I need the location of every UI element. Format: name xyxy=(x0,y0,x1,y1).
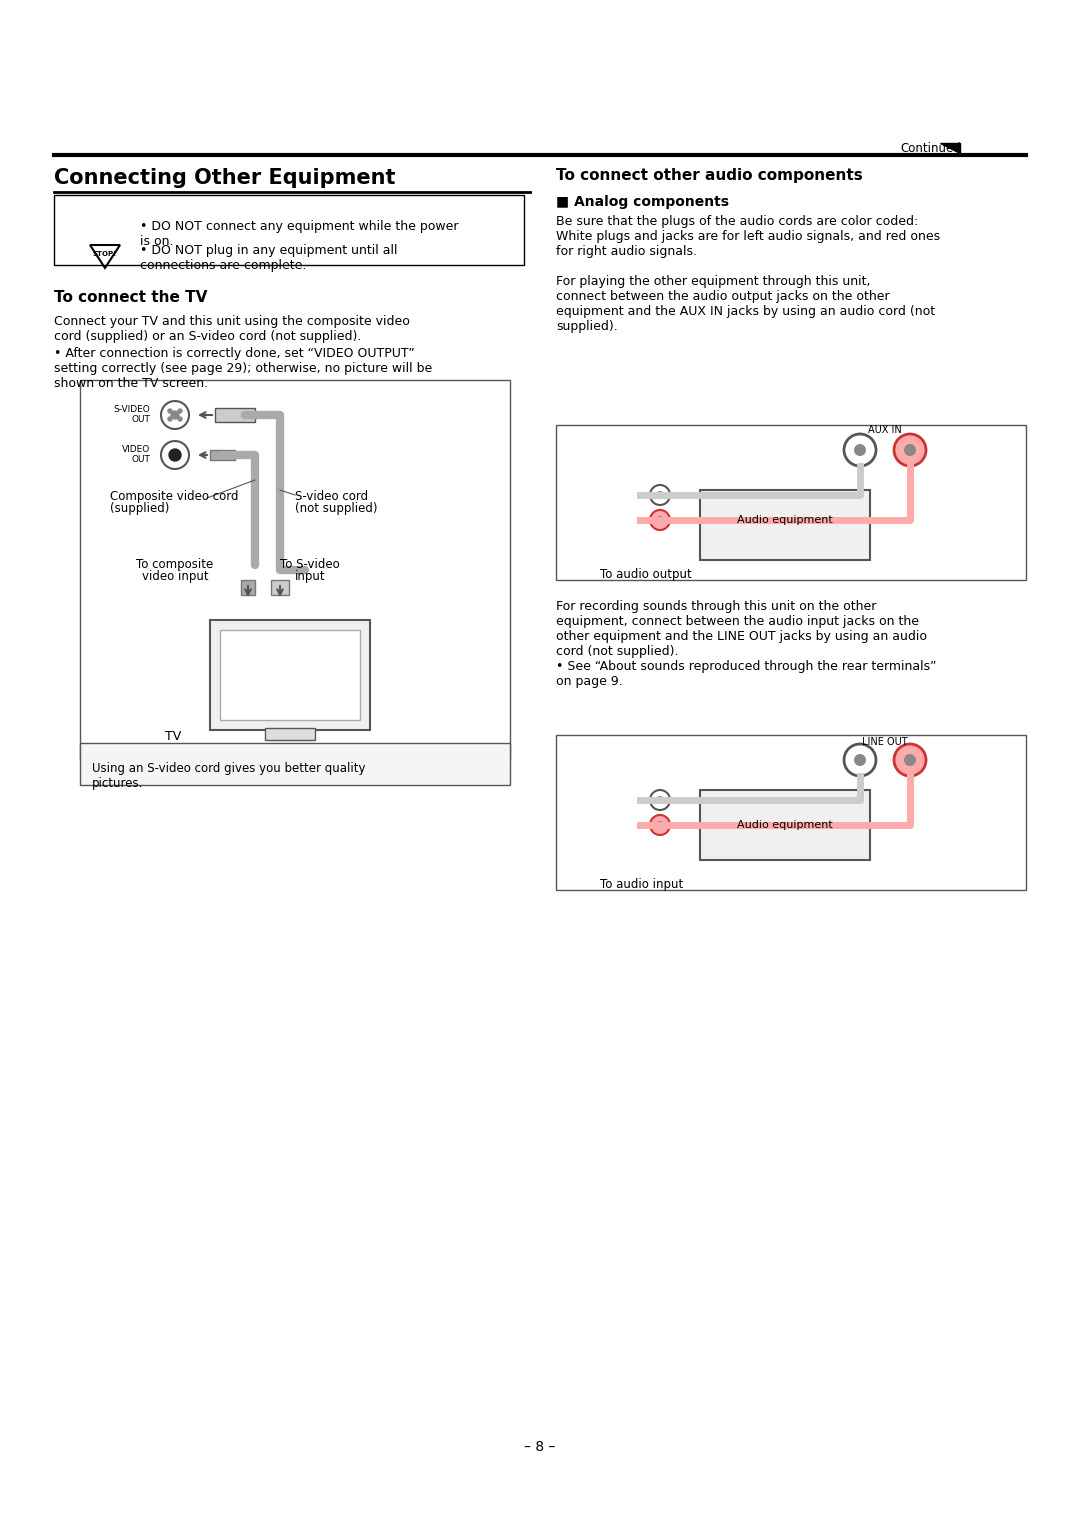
Circle shape xyxy=(168,417,172,420)
Text: (not supplied): (not supplied) xyxy=(295,502,378,515)
Bar xyxy=(700,790,870,859)
Circle shape xyxy=(650,790,670,810)
Text: OUT: OUT xyxy=(131,414,150,424)
Circle shape xyxy=(168,450,181,462)
Bar xyxy=(265,728,315,740)
Text: LINE OUT: LINE OUT xyxy=(862,737,908,748)
Circle shape xyxy=(904,754,916,766)
Circle shape xyxy=(894,745,926,777)
Circle shape xyxy=(168,408,172,413)
FancyBboxPatch shape xyxy=(54,196,524,265)
Bar xyxy=(210,450,235,460)
Bar xyxy=(700,489,870,560)
Circle shape xyxy=(843,745,876,777)
Circle shape xyxy=(656,797,664,804)
Text: To S-video: To S-video xyxy=(280,558,340,570)
Text: OUT: OUT xyxy=(131,456,150,463)
Text: • After connection is correctly done, set “VIDEO OUTPUT”
setting correctly (see : • After connection is correctly done, se… xyxy=(54,347,432,390)
Text: (supplied): (supplied) xyxy=(110,502,170,515)
Circle shape xyxy=(656,821,664,829)
Bar xyxy=(241,579,255,595)
Text: Audio equipment: Audio equipment xyxy=(738,820,833,830)
Circle shape xyxy=(904,443,916,456)
Text: To connect the TV: To connect the TV xyxy=(54,291,207,304)
Circle shape xyxy=(656,515,664,524)
Text: video input: video input xyxy=(141,570,208,583)
Text: Connect your TV and this unit using the composite video
cord (supplied) or an S-: Connect your TV and this unit using the … xyxy=(54,315,410,342)
Text: Connecting Other Equipment: Connecting Other Equipment xyxy=(54,168,395,188)
FancyBboxPatch shape xyxy=(556,735,1026,890)
Text: For recording sounds through this unit on the other
equipment, connect between t: For recording sounds through this unit o… xyxy=(556,599,927,657)
Polygon shape xyxy=(940,144,960,153)
Text: Using an S-video cord gives you better quality
pictures.: Using an S-video cord gives you better q… xyxy=(92,761,365,790)
Bar xyxy=(215,408,255,422)
Bar xyxy=(271,579,289,595)
Text: AUX IN: AUX IN xyxy=(868,425,902,434)
FancyBboxPatch shape xyxy=(80,381,510,760)
Circle shape xyxy=(854,443,866,456)
Text: TV: TV xyxy=(165,729,181,743)
Text: For playing the other equipment through this unit,
connect between the audio out: For playing the other equipment through … xyxy=(556,275,935,333)
Circle shape xyxy=(650,815,670,835)
Circle shape xyxy=(843,434,876,466)
Text: – 8 –: – 8 – xyxy=(524,1440,556,1454)
Text: Composite video cord: Composite video cord xyxy=(110,489,239,503)
FancyBboxPatch shape xyxy=(556,425,1026,579)
Circle shape xyxy=(178,408,183,413)
Bar xyxy=(220,630,360,720)
Circle shape xyxy=(178,417,183,420)
Bar xyxy=(210,619,370,729)
Text: To audio input: To audio input xyxy=(600,878,684,891)
Circle shape xyxy=(650,511,670,531)
Text: • See “About sounds reproduced through the rear terminals”
on page 9.: • See “About sounds reproduced through t… xyxy=(556,661,936,688)
Text: Be sure that the plugs of the audio cords are color coded:
White plugs and jacks: Be sure that the plugs of the audio cord… xyxy=(556,216,940,258)
Text: STOP!: STOP! xyxy=(93,251,118,257)
Text: To composite: To composite xyxy=(136,558,214,570)
Text: input: input xyxy=(295,570,325,583)
Text: S-video cord: S-video cord xyxy=(295,489,368,503)
Circle shape xyxy=(171,411,179,419)
Text: • DO NOT connect any equipment while the power
is on.: • DO NOT connect any equipment while the… xyxy=(140,220,459,248)
Text: Continued: Continued xyxy=(900,142,961,154)
Text: • DO NOT plug in any equipment until all
connections are complete.: • DO NOT plug in any equipment until all… xyxy=(140,245,397,272)
Circle shape xyxy=(656,491,664,498)
Circle shape xyxy=(894,434,926,466)
Text: To connect other audio components: To connect other audio components xyxy=(556,168,863,183)
Text: To audio output: To audio output xyxy=(600,567,692,581)
FancyBboxPatch shape xyxy=(80,743,510,784)
Circle shape xyxy=(854,754,866,766)
Text: ■ Analog components: ■ Analog components xyxy=(556,196,729,209)
Circle shape xyxy=(650,485,670,505)
Text: Audio equipment: Audio equipment xyxy=(738,515,833,524)
Text: VIDEO: VIDEO xyxy=(122,445,150,454)
Text: S-VIDEO: S-VIDEO xyxy=(113,405,150,414)
